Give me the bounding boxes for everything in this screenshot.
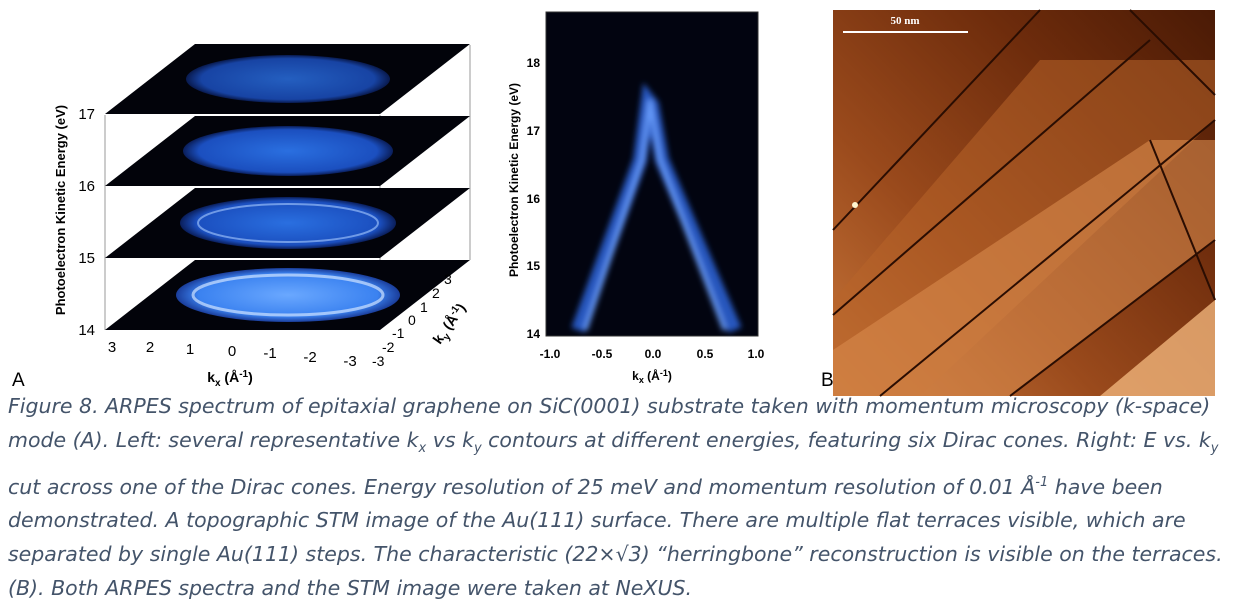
kx-tick-label: 1	[186, 341, 194, 358]
kx-tick-label: -2	[303, 349, 316, 366]
page: { "figure": { "panel_a": { "label": "A",…	[8, 9, 1223, 600]
figure: Photoelectron Kinetic Energy (eV) 14 15 …	[53, 9, 1216, 397]
y-tick-label: 18	[527, 56, 541, 70]
panel-label: B	[821, 370, 834, 391]
ky-tick-label: -3	[372, 353, 385, 369]
panel-label: A	[12, 370, 25, 391]
stack-plot: Photoelectron Kinetic Energy (eV) 14 15 …	[53, 44, 472, 389]
ky-tick-label: 1	[420, 299, 428, 315]
caption: Figure 8. ARPES spectrum of epitaxial gr…	[8, 390, 1240, 606]
plot-area	[545, 11, 759, 337]
scale-bar-label: 50 nm	[890, 15, 919, 27]
z-tick-label: 15	[78, 250, 95, 267]
dispersion	[571, 82, 742, 333]
cut-plot: 14 15 16 17 18 -1.0 -0.5 0.0 0.5 1.0 Pho…	[507, 11, 765, 385]
caption-text: contours at different energies, featurin…	[481, 427, 1211, 452]
kx-tick-label: 0	[228, 343, 236, 360]
x-axis-title: kx (Å-1)	[632, 368, 672, 385]
ky-tick-label: -1	[392, 325, 405, 341]
plane	[105, 116, 470, 186]
z-tick-label: 17	[78, 106, 95, 123]
ky-axis-title: ky (Å-1)	[429, 300, 472, 349]
kx-tick-label: 3	[108, 339, 116, 356]
y-axis-title: Photoelectron Kinetic Energy (eV)	[507, 83, 521, 277]
plane	[105, 188, 470, 258]
ky-tick-label: 3	[444, 271, 452, 287]
ky-tick-label: 0	[408, 312, 416, 328]
y-tick-label: 15	[527, 259, 541, 273]
caption-text: have been demonstrated. A topographic ST…	[8, 474, 1223, 600]
kx-tick-label: 2	[146, 339, 154, 356]
z-axis-title: Photoelectron Kinetic Energy (eV)	[53, 105, 68, 315]
caption-subscript: y	[1210, 440, 1219, 456]
caption-subscript: x	[418, 440, 427, 456]
z-tick-label: 14	[78, 322, 95, 339]
caption-superscript: -1	[1035, 474, 1049, 490]
ky-tick-label: 2	[432, 285, 440, 301]
y-tick-label: 17	[527, 124, 541, 138]
stm-image: 50 nm	[832, 9, 1216, 397]
y-tick-label: 16	[527, 192, 541, 206]
caption-text: vs k	[426, 427, 474, 452]
caption-text: cut across one of the Dirac cones. Energ…	[8, 474, 1036, 499]
z-tick-label: 16	[78, 178, 95, 195]
plane	[105, 260, 470, 330]
x-tick-label: 0.5	[697, 347, 714, 361]
x-tick-label: 1.0	[748, 347, 765, 361]
kx-tick-label: -3	[343, 353, 356, 370]
x-tick-label: -1.0	[540, 347, 561, 361]
kx-tick-label: -1	[263, 345, 276, 362]
caption-subscript: y	[473, 440, 482, 456]
caption-text: Figure 8. ARPES spectrum of epitaxial gr…	[8, 394, 1211, 452]
y-tick-label: 14	[527, 327, 541, 341]
kx-axis-title: kx (Å-1)	[207, 369, 253, 389]
x-tick-label: 0.0	[645, 347, 662, 361]
x-tick-label: -0.5	[592, 347, 613, 361]
ky-tick-label: -2	[382, 339, 395, 355]
plane	[105, 44, 470, 114]
